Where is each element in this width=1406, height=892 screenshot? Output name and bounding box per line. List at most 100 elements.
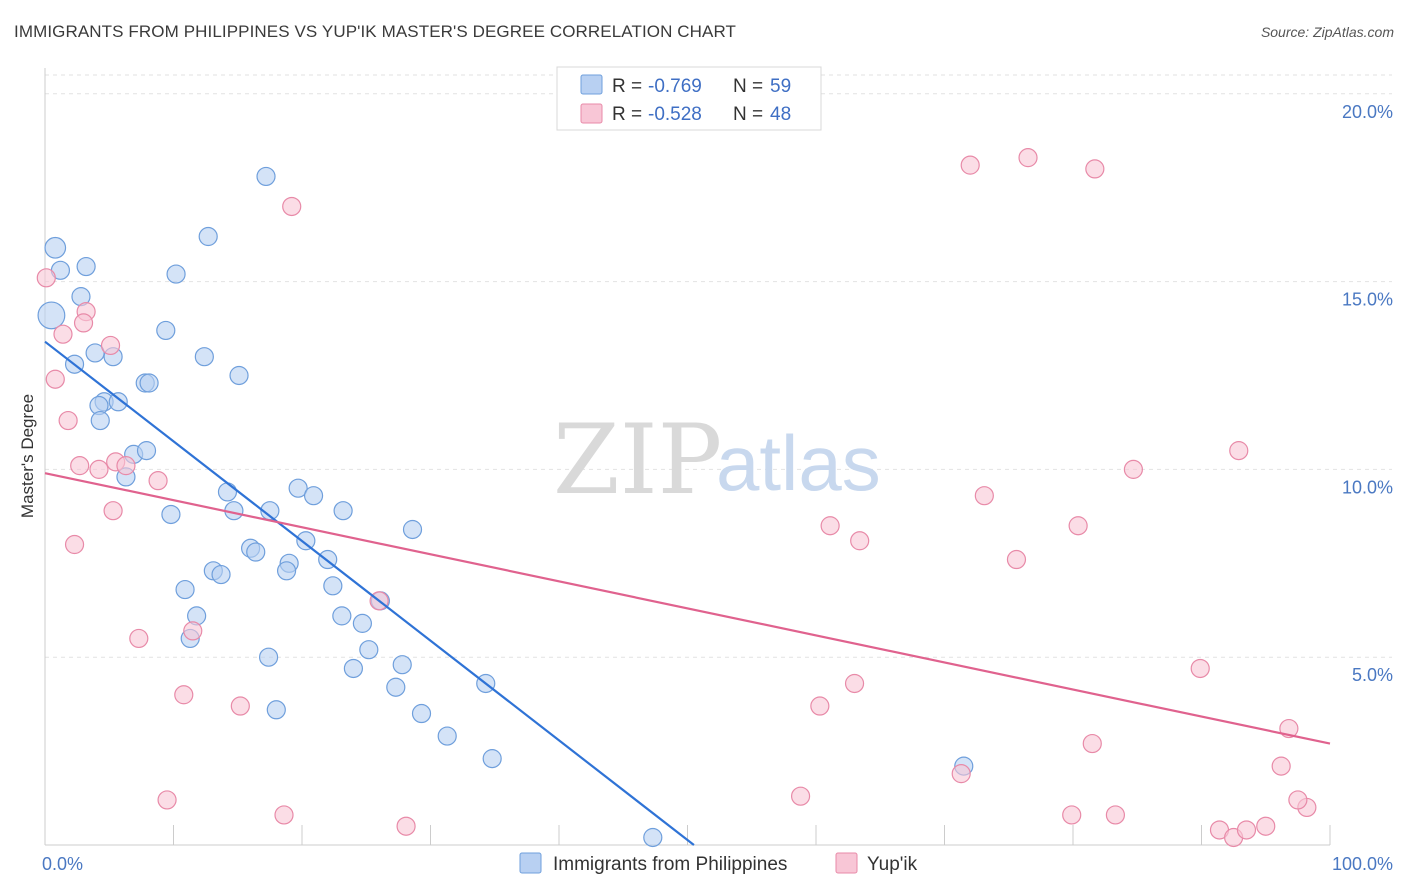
yupik-point-3 <box>73 313 94 333</box>
x-tick-labels: 0.0% 100.0% <box>42 854 1393 874</box>
philippines-point-44 <box>352 613 372 633</box>
philippines-point-35 <box>276 561 297 581</box>
bottom-legend-swatch-philippines <box>519 852 542 874</box>
yupik-point-1 <box>53 324 73 344</box>
yupik-point-20 <box>282 196 302 217</box>
yupik-point-24 <box>820 516 840 536</box>
philippines-point-39 <box>175 579 195 600</box>
philippines-point-52 <box>411 703 432 724</box>
yupik-point-42 <box>1229 441 1249 461</box>
yupik-point-13 <box>64 534 85 555</box>
yupik-point-6 <box>58 410 78 431</box>
yupik-point-26 <box>850 531 870 551</box>
philippines-point-47 <box>343 658 363 679</box>
yupik-point-5 <box>100 335 121 356</box>
philippines-point-50 <box>386 677 406 697</box>
philippines-point-32 <box>246 542 266 562</box>
philippines-point-28 <box>303 486 324 506</box>
y-axis-label: Master's Degree <box>18 394 37 518</box>
philippines-point-10 <box>90 410 110 431</box>
yupik-point-16 <box>174 685 194 705</box>
yupik-point-31 <box>790 786 811 806</box>
series-yupik-points <box>36 148 1317 848</box>
legend-n-value-2: 48 <box>770 104 791 125</box>
philippines-point-43 <box>332 606 352 626</box>
yupik-point-46 <box>1271 756 1291 776</box>
legend-r-value-1: -0.769 <box>648 76 702 97</box>
yupik-point-29 <box>960 155 980 175</box>
yupik-point-23 <box>810 696 830 716</box>
philippines-point-40 <box>323 576 343 596</box>
yupik-point-7 <box>70 456 90 476</box>
philippines-point-46 <box>359 640 379 660</box>
yupik-point-27 <box>974 486 994 506</box>
source-label: Source: ZipAtlas.com <box>1260 24 1394 40</box>
legend-r-label-2: R = <box>612 104 642 125</box>
x-tick-label-1: 100.0% <box>1332 854 1393 874</box>
y-tick-labels: 5.0% 10.0% 15.0% 20.0% <box>1342 102 1393 685</box>
yupik-point-35 <box>1123 459 1143 479</box>
philippines-point-21 <box>256 166 276 187</box>
yupik-point-34 <box>1085 159 1105 179</box>
legend-r-label-1: R = <box>612 76 642 97</box>
philippines-point-55 <box>482 749 502 769</box>
yupik-point-17 <box>230 696 250 716</box>
yupik-point-18 <box>157 790 177 810</box>
bottom-legend-label-yupik: Yup'ik <box>867 854 918 875</box>
yupik-point-39 <box>1190 658 1210 679</box>
philippines-point-18 <box>166 264 186 284</box>
yupik-point-32 <box>1018 148 1038 168</box>
yupik-point-44 <box>1256 816 1276 836</box>
philippines-point-13 <box>136 441 157 461</box>
bottom-legend-swatch-yupik <box>835 852 858 874</box>
yupik-point-36 <box>1062 805 1082 825</box>
yupik-point-33 <box>1068 516 1088 536</box>
yupik-trend-line <box>44 472 1331 745</box>
bottom-legend: Immigrants from Philippines Yup'ik <box>519 852 918 875</box>
grid-lines <box>45 74 1392 658</box>
philippines-point-22 <box>229 365 249 386</box>
philippines-point-19 <box>198 226 218 247</box>
legend-n-label-2: N = <box>733 104 763 125</box>
yupik-point-11 <box>148 471 168 491</box>
philippines-point-30 <box>402 519 423 540</box>
philippines-point-27 <box>288 478 308 498</box>
philippines-trend-line <box>44 340 695 846</box>
philippines-point-16 <box>139 373 159 393</box>
chart-title: IMMIGRANTS FROM PHILIPPINES VS YUP'IK MA… <box>14 22 737 41</box>
philippines-point-17 <box>156 320 176 341</box>
watermark-zip: ZIP <box>553 404 722 516</box>
y-tick-label-2: 15.0% <box>1342 290 1393 310</box>
legend: R = -0.769 N = 59 R = -0.528 N = 48 <box>556 66 822 131</box>
watermark-atlas: atlas <box>716 419 881 507</box>
yupik-point-25 <box>844 673 865 694</box>
axes <box>44 68 1331 846</box>
yupik-point-28 <box>951 764 971 784</box>
yupik-point-15 <box>183 621 203 641</box>
yupik-point-43 <box>1236 820 1257 840</box>
philippines-point-57 <box>643 827 663 848</box>
legend-n-label-1: N = <box>733 76 763 97</box>
legend-swatch-philippines <box>580 74 603 95</box>
philippines-point-6 <box>85 343 105 363</box>
philippines-point-38 <box>211 564 231 585</box>
philippines-point-1 <box>44 236 67 259</box>
philippines-point-48 <box>392 655 412 675</box>
yupik-point-14 <box>129 628 149 649</box>
philippines-point-11 <box>108 392 128 412</box>
philippines-point-23 <box>217 482 238 502</box>
yupik-point-30 <box>1006 549 1027 570</box>
y-tick-label-3: 20.0% <box>1342 102 1393 122</box>
philippines-point-3 <box>76 256 96 277</box>
yupik-point-8 <box>89 459 109 479</box>
philippines-point-24 <box>161 504 181 525</box>
philippines-point-29 <box>333 501 353 521</box>
philippines-point-53 <box>437 726 457 746</box>
philippines-point-0 <box>37 301 66 330</box>
yupik-point-48 <box>1288 790 1308 810</box>
philippines-point-33 <box>296 531 316 551</box>
y-tick-label-0: 5.0% <box>1352 665 1393 685</box>
yupik-point-4 <box>45 369 65 389</box>
philippines-point-20 <box>194 347 214 367</box>
